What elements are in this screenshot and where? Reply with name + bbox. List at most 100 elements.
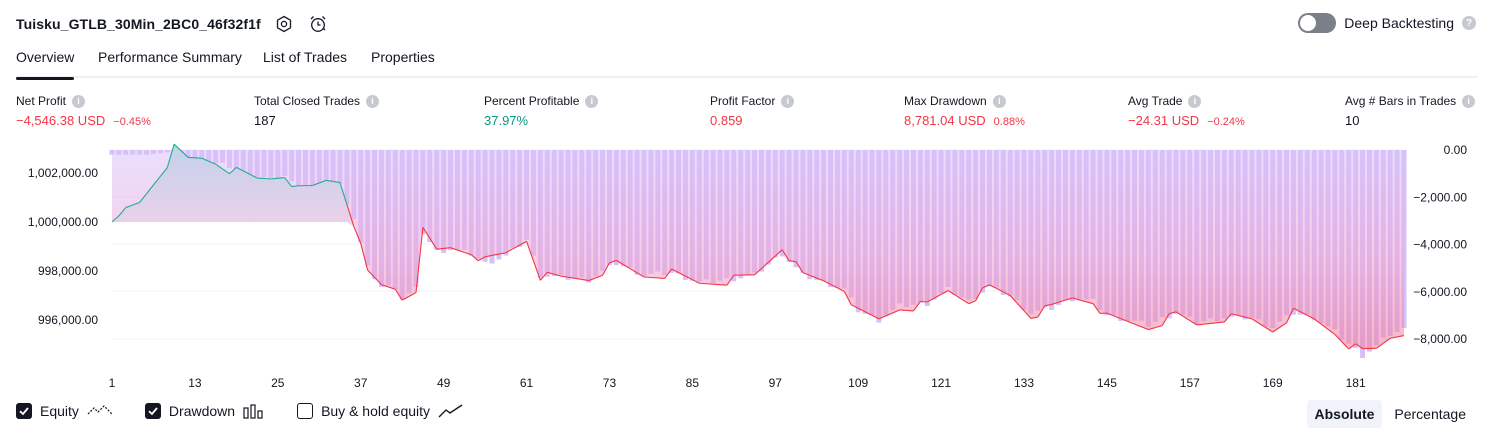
- equity-segment: [519, 240, 527, 246]
- equity-segment: [353, 226, 362, 244]
- equity-segment: [1030, 316, 1038, 319]
- metric-value: 37.97%: [484, 113, 529, 128]
- metric-value: −24.31 USD: [1128, 113, 1200, 128]
- x-tick-label: 13: [188, 376, 202, 390]
- x-axis: 1 13 25 37 49 61 73 85 97 109 121 133 145 157 169 181: [109, 376, 1366, 390]
- legend-drawdown[interactable]: Drawdown: [144, 403, 265, 419]
- equity-segment: [1313, 318, 1322, 325]
- info-icon[interactable]: i: [585, 94, 599, 108]
- equity-segment: [1051, 301, 1059, 305]
- equity-segment: [270, 177, 278, 180]
- legend-label: Equity: [40, 403, 79, 419]
- equity-segment: [243, 170, 251, 175]
- info-icon[interactable]: i: [1462, 94, 1476, 108]
- equity-segment: [933, 293, 942, 299]
- equity-segment: [1390, 336, 1398, 339]
- deep-backtesting-toggle[interactable]: [1298, 13, 1337, 33]
- tab-properties[interactable]: Properties: [371, 49, 435, 65]
- right-axis: 0.00 −2,000.00 −4,000.00 −6,000.00 −8,000.00: [1413, 143, 1467, 346]
- equity-segment: [1113, 315, 1121, 320]
- equity-segment: [767, 255, 776, 263]
- x-tick-label: 61: [520, 376, 534, 390]
- metric-net-profit: Net Profit i −4,546.38 USD −0.45%: [16, 94, 151, 128]
- equity-segment: [367, 269, 375, 278]
- equity-segment: [408, 292, 417, 297]
- equity-segment: [1272, 326, 1280, 333]
- tab-list-of-trades[interactable]: List of Trades: [263, 49, 348, 65]
- equity-segment: [761, 261, 769, 269]
- info-icon[interactable]: i: [72, 94, 86, 108]
- equity-segment: [622, 264, 631, 270]
- equity-segment: [837, 287, 845, 292]
- metric-label: Total Closed Trades: [254, 94, 361, 108]
- equity-segment: [532, 260, 541, 281]
- left-tick-label: 1,000,000.00: [28, 215, 98, 229]
- equity-segment: [222, 168, 230, 175]
- equity-segment: [1258, 322, 1267, 329]
- equity-segment: [664, 268, 673, 279]
- equity-segment: [567, 276, 575, 279]
- equity-segment: [975, 287, 984, 301]
- metric-avg-trade: Avg Trade i −24.31 USD −0.24%: [1128, 94, 1245, 128]
- equity-segment: [671, 268, 679, 274]
- absolute-button[interactable]: Absolute: [1306, 400, 1383, 428]
- equity-segment: [491, 253, 500, 256]
- equity-segment: [1148, 327, 1156, 331]
- settings-gear-icon[interactable]: [273, 13, 295, 35]
- equity-segment: [554, 273, 562, 277]
- info-icon[interactable]: i: [366, 94, 380, 108]
- equity-segment: [947, 290, 956, 296]
- metric-value: 0.859: [710, 113, 743, 128]
- equity-segment: [1293, 307, 1301, 313]
- x-tick-label: 109: [848, 376, 868, 390]
- percentage-button[interactable]: Percentage: [1394, 406, 1466, 422]
- equity-segment: [118, 207, 127, 217]
- equity-segment: [1396, 335, 1405, 338]
- deep-backtesting-label: Deep Backtesting: [1344, 15, 1454, 31]
- x-tick-label: 145: [1097, 376, 1117, 390]
- equity-segment: [464, 251, 472, 256]
- left-tick-label: 996,000.00: [38, 313, 98, 327]
- equity-segment: [422, 227, 431, 239]
- drawdown-checkbox[interactable]: [144, 403, 161, 419]
- x-tick-label: 37: [354, 376, 368, 390]
- tab-performance-summary[interactable]: Performance Summary: [98, 49, 242, 65]
- info-icon[interactable]: i: [1188, 94, 1202, 108]
- metric-value: 10: [1345, 113, 1360, 128]
- buy-hold-checkbox[interactable]: [297, 403, 314, 419]
- alarm-clock-icon[interactable]: [307, 13, 329, 35]
- legend-buy-hold-equity[interactable]: Buy & hold equity: [297, 403, 464, 419]
- equity-segment: [1141, 326, 1149, 331]
- metric-label: Max Drawdown: [904, 94, 987, 108]
- equity-segment: [249, 173, 258, 179]
- equity-segment: [1251, 318, 1260, 324]
- equity-segment: [374, 276, 382, 285]
- equity-segment: [609, 259, 617, 264]
- strategy-title: Tuisku_GTLB_30Min_2BC0_46f32f1f: [16, 16, 261, 32]
- equity-segment: [1286, 308, 1294, 324]
- equity-segment: [436, 247, 444, 250]
- equity-segment: [616, 259, 624, 265]
- metric-label: Avg # Bars in Trades: [1345, 94, 1457, 108]
- equity-segment: [1127, 320, 1135, 325]
- report-tabs: Overview Performance Summary List of Tra…: [16, 44, 1478, 80]
- equity-segment: [333, 180, 341, 184]
- equity-checkbox[interactable]: [16, 403, 32, 419]
- equity-drawdown-chart[interactable]: 1,002,000.00 1,000,000.00 998,000.00 996,00…: [0, 140, 1494, 395]
- right-tick-label: −6,000.00: [1413, 285, 1467, 299]
- equity-segment: [1300, 311, 1308, 316]
- metric-avg-bars-in-trades: Avg # Bars in Trades i 10: [1345, 94, 1476, 128]
- equity-segment: [726, 274, 735, 286]
- equity-segment: [236, 166, 244, 172]
- info-icon[interactable]: i: [992, 94, 1006, 108]
- right-tick-label: 0.00: [1444, 143, 1468, 157]
- equity-segment: [526, 241, 534, 262]
- equity-segment: [692, 279, 700, 284]
- equity-segment: [1355, 343, 1363, 349]
- legend-equity[interactable]: Equity: [16, 403, 113, 419]
- help-icon[interactable]: ?: [1462, 16, 1476, 30]
- equity-segment: [139, 193, 147, 203]
- tab-overview[interactable]: Overview: [16, 49, 75, 80]
- left-axis: 1,002,000.00 1,000,000.00 998,000.00 996,00…: [28, 166, 98, 327]
- info-icon[interactable]: i: [781, 94, 795, 108]
